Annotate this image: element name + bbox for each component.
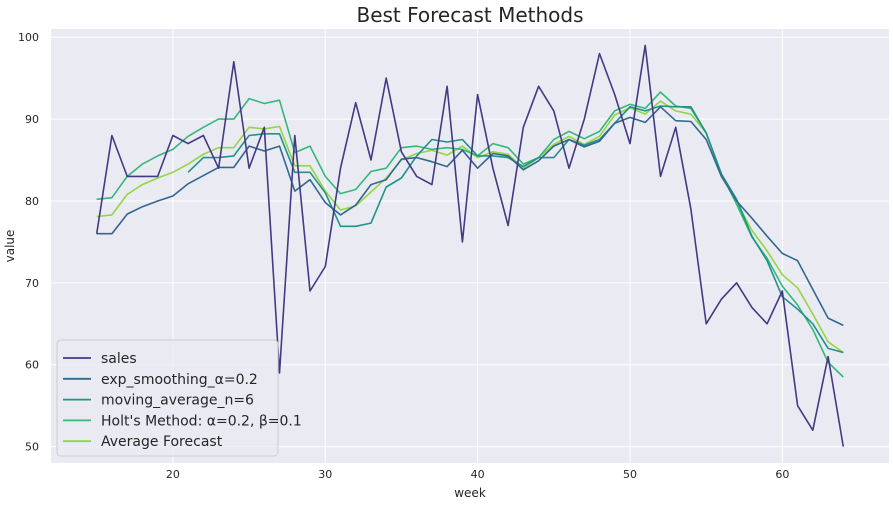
x-tick-label: 30 — [318, 468, 332, 481]
legend-label: sales — [101, 351, 137, 367]
legend-label: exp_smoothing_α=0.2 — [101, 372, 258, 388]
y-tick-label: 90 — [25, 113, 39, 126]
y-tick-label: 50 — [25, 441, 39, 454]
y-tick-label: 70 — [25, 277, 39, 290]
series-line-0 — [95, 44, 845, 447]
x-tick-label: 20 — [166, 468, 180, 481]
legend-label: Average Forecast — [101, 434, 223, 450]
x-tick-label: 50 — [623, 468, 637, 481]
y-tick-label: 80 — [25, 195, 39, 208]
chart-title: Best Forecast Methods — [356, 3, 583, 27]
tick-labels: 20 30 40 50 60 50 60 70 80 90 100 — [18, 31, 789, 481]
x-tick-label: 40 — [471, 468, 485, 481]
x-axis-label: week — [454, 486, 486, 500]
y-tick-label: 100 — [18, 31, 39, 44]
legend-label: Holt's Method: α=0.2, β=0.1 — [101, 413, 302, 429]
legend-label: moving_average_n=6 — [101, 393, 254, 409]
series-line-1 — [96, 106, 844, 327]
x-tick-label: 60 — [775, 468, 789, 481]
series-lines — [95, 44, 845, 447]
y-axis-label: value — [3, 230, 17, 263]
legend: sales exp_smoothing_α=0.2 moving_average_n… — [56, 339, 302, 457]
legend-box — [56, 339, 279, 457]
y-tick-label: 60 — [25, 359, 39, 372]
